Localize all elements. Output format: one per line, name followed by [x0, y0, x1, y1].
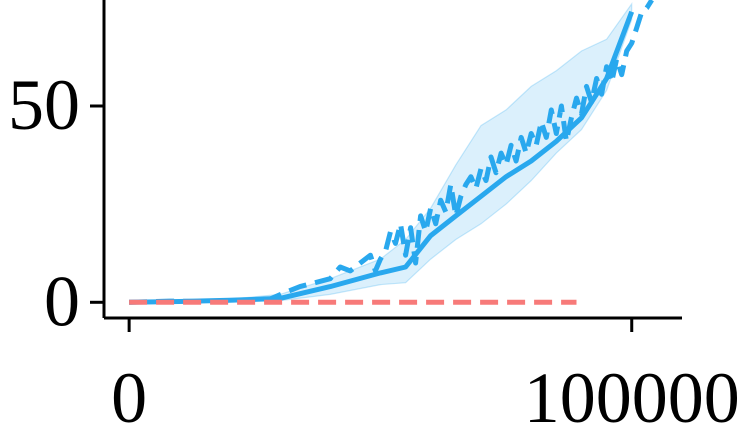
y-tick-label: 50 — [8, 65, 80, 145]
series-dashed-2 — [129, 0, 654, 305]
series-band-0 — [129, 2, 633, 303]
series-layer — [129, 0, 654, 305]
x-tick-label: 100000 — [524, 358, 740, 435]
x-tick-label: 0 — [111, 358, 147, 435]
tick-layer: 0 50 0 100000 — [8, 65, 740, 435]
y-tick-label: 0 — [44, 261, 80, 341]
